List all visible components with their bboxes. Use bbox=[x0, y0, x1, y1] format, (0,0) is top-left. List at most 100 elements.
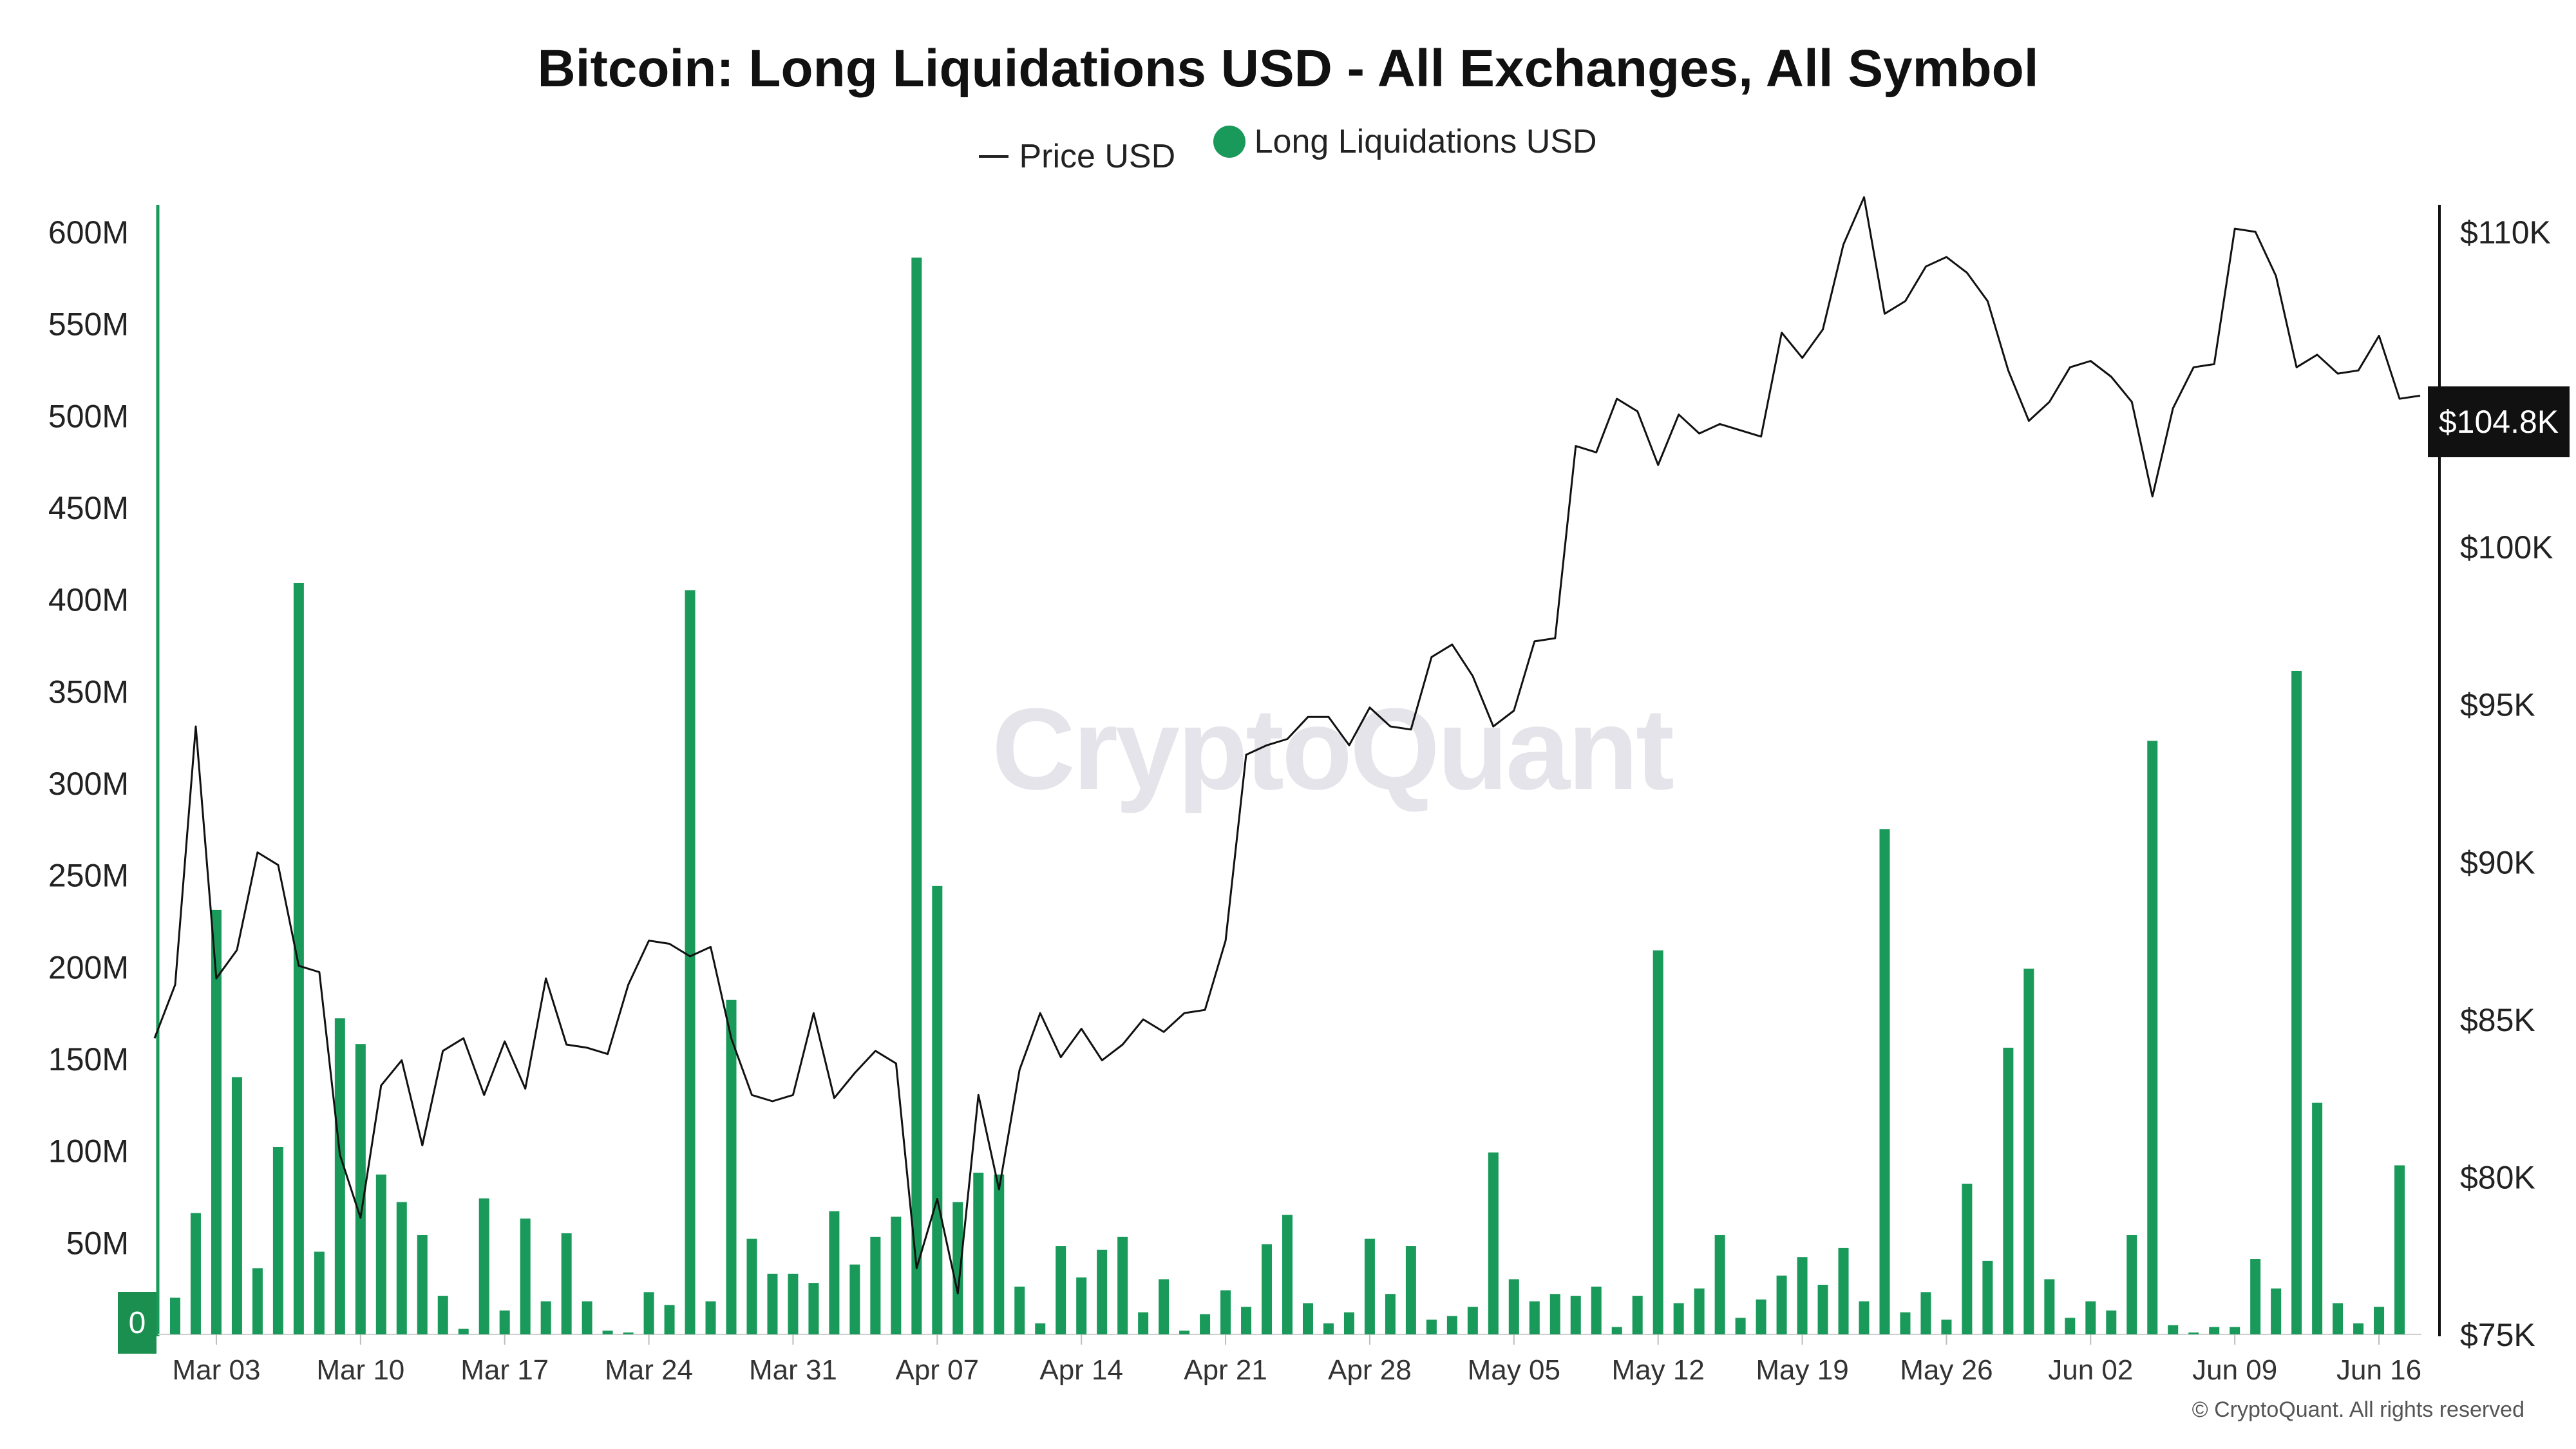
liquidation-bar bbox=[1076, 1277, 1087, 1334]
x-axis-tick-label: Mar 24 bbox=[605, 1354, 693, 1386]
liquidation-bar bbox=[1405, 1246, 1416, 1334]
liquidation-bar bbox=[2147, 741, 2158, 1334]
liquidation-bar bbox=[2126, 1235, 2137, 1334]
left-axis-zero-badge: 0 bbox=[118, 1292, 156, 1354]
liquidation-bar bbox=[891, 1217, 902, 1334]
price-line bbox=[153, 196, 2421, 1294]
liquidation-bar bbox=[1302, 1303, 1313, 1334]
liquidation-bar bbox=[788, 1273, 799, 1334]
liquidation-bar bbox=[190, 1213, 201, 1334]
x-axis-tick-label: Apr 14 bbox=[1039, 1354, 1123, 1386]
liquidation-bar bbox=[1817, 1284, 1828, 1334]
x-axis-tick-label: Mar 31 bbox=[749, 1354, 837, 1386]
liquidation-bar bbox=[375, 1174, 386, 1334]
liquidation-bar bbox=[705, 1301, 716, 1334]
x-axis-tick-label: Mar 17 bbox=[460, 1354, 549, 1386]
liquidation-bar bbox=[1138, 1312, 1149, 1334]
liquidation-bar bbox=[396, 1202, 407, 1334]
liquidation-bar bbox=[1982, 1260, 1993, 1334]
x-axis-tick-label: May 12 bbox=[1612, 1354, 1705, 1386]
liquidation-bar bbox=[1653, 950, 1663, 1334]
liquidation-bar bbox=[2209, 1327, 2220, 1334]
left-axis-tick-label: 550M bbox=[48, 307, 129, 343]
liquidation-bar bbox=[2065, 1318, 2076, 1334]
liquidation-bar bbox=[2106, 1310, 2117, 1334]
liquidation-bar bbox=[1735, 1318, 1746, 1334]
liquidation-bar bbox=[1014, 1286, 1025, 1334]
liquidation-bar bbox=[2044, 1279, 2055, 1334]
liquidation-bar bbox=[973, 1172, 984, 1334]
liquidation-bar bbox=[1941, 1320, 1952, 1334]
liquidation-bar bbox=[211, 909, 222, 1334]
liquidation-bar bbox=[746, 1238, 757, 1334]
left-axis-tick-label: 300M bbox=[48, 766, 129, 802]
liquidation-bar bbox=[355, 1044, 366, 1334]
liquidation-bar bbox=[643, 1292, 654, 1334]
liquidation-bar bbox=[1859, 1301, 1870, 1334]
legend-dot-swatch bbox=[1213, 126, 1245, 158]
liquidation-bar bbox=[1797, 1257, 1808, 1334]
liquidation-bar bbox=[602, 1331, 613, 1334]
x-axis-tick-label: Jun 02 bbox=[2048, 1354, 2133, 1386]
liquidation-bar bbox=[1962, 1184, 1973, 1334]
liquidation-bar bbox=[1262, 1244, 1273, 1334]
liquidation-bar bbox=[1426, 1320, 1437, 1334]
liquidation-bar bbox=[1838, 1247, 1849, 1334]
liquidation-bar bbox=[870, 1236, 881, 1334]
liquidation-bar bbox=[2168, 1325, 2179, 1334]
right-axis-tick-label: $110K bbox=[2460, 214, 2551, 251]
liquidation-bar bbox=[623, 1332, 634, 1334]
x-axis-tick-label: Jun 09 bbox=[2192, 1354, 2277, 1386]
liquidation-bar bbox=[231, 1077, 242, 1334]
chart-title: Bitcoin: Long Liquidations USD - All Exc… bbox=[537, 39, 2039, 98]
liquidation-bar bbox=[911, 257, 922, 1334]
liquidation-bar bbox=[1179, 1331, 1190, 1334]
liquidation-bar bbox=[2250, 1259, 2261, 1334]
left-axis-tick-label: 200M bbox=[48, 949, 129, 985]
left-axis-tick-label: 350M bbox=[48, 674, 129, 710]
liquidation-bar bbox=[499, 1310, 510, 1334]
liquidation-bar bbox=[1159, 1279, 1170, 1334]
liquidation-bar bbox=[1117, 1236, 1128, 1334]
liquidation-bar bbox=[1220, 1290, 1231, 1334]
liquidation-bar bbox=[314, 1251, 325, 1334]
left-axis-tick-label: 50M bbox=[66, 1225, 129, 1261]
liquidation-bar bbox=[2312, 1103, 2323, 1334]
liquidation-bar bbox=[1467, 1307, 1478, 1334]
liquidation-bar bbox=[1776, 1275, 1787, 1334]
liquidation-bar bbox=[1756, 1299, 1766, 1334]
liquidation-bar bbox=[334, 1018, 345, 1334]
liquidation-bar bbox=[540, 1301, 551, 1334]
liquidation-bar bbox=[1385, 1294, 1396, 1334]
liquidation-bar bbox=[2394, 1165, 2405, 1334]
liquidation-bar bbox=[1714, 1235, 1725, 1334]
liquidation-bar bbox=[1200, 1314, 1211, 1334]
liquidation-bar bbox=[2085, 1301, 2096, 1334]
liquidation-bar bbox=[2353, 1323, 2364, 1334]
right-axis-tick-label: $95K bbox=[2460, 687, 2535, 723]
liquidation-bar bbox=[1549, 1294, 1560, 1334]
liquidation-bar bbox=[685, 590, 696, 1334]
liquidation-bar bbox=[1097, 1249, 1108, 1334]
right-axis-tick-label: $90K bbox=[2460, 844, 2535, 880]
liquidation-bar bbox=[1056, 1246, 1066, 1334]
liquidation-bar bbox=[1343, 1312, 1354, 1334]
left-axis-tick-label: 450M bbox=[48, 490, 129, 526]
right-axis-tick-label: $75K bbox=[2460, 1317, 2535, 1353]
x-axis-tick-label: Apr 07 bbox=[895, 1354, 979, 1386]
legend-item-price[interactable]: Price USD bbox=[979, 137, 1175, 176]
liquidation-bar bbox=[1323, 1323, 1334, 1334]
liquidation-bar bbox=[272, 1146, 283, 1334]
legend-line-swatch bbox=[979, 155, 1009, 158]
legend-item-long-liquidations[interactable]: Long Liquidations USD bbox=[1213, 122, 1597, 161]
right-axis-tick-label: $100K bbox=[2460, 529, 2553, 565]
x-axis-tick-label: Apr 21 bbox=[1184, 1354, 1267, 1386]
liquidation-bar bbox=[582, 1301, 592, 1334]
liquidation-bar bbox=[2271, 1288, 2282, 1334]
liquidation-bar bbox=[1694, 1288, 1705, 1334]
liquidation-bar bbox=[1611, 1327, 1622, 1334]
legend-label-price: Price USD bbox=[1019, 138, 1176, 175]
current-price-badge: $104.8K bbox=[2428, 386, 2570, 457]
x-axis-tick-label: Mar 03 bbox=[172, 1354, 260, 1386]
